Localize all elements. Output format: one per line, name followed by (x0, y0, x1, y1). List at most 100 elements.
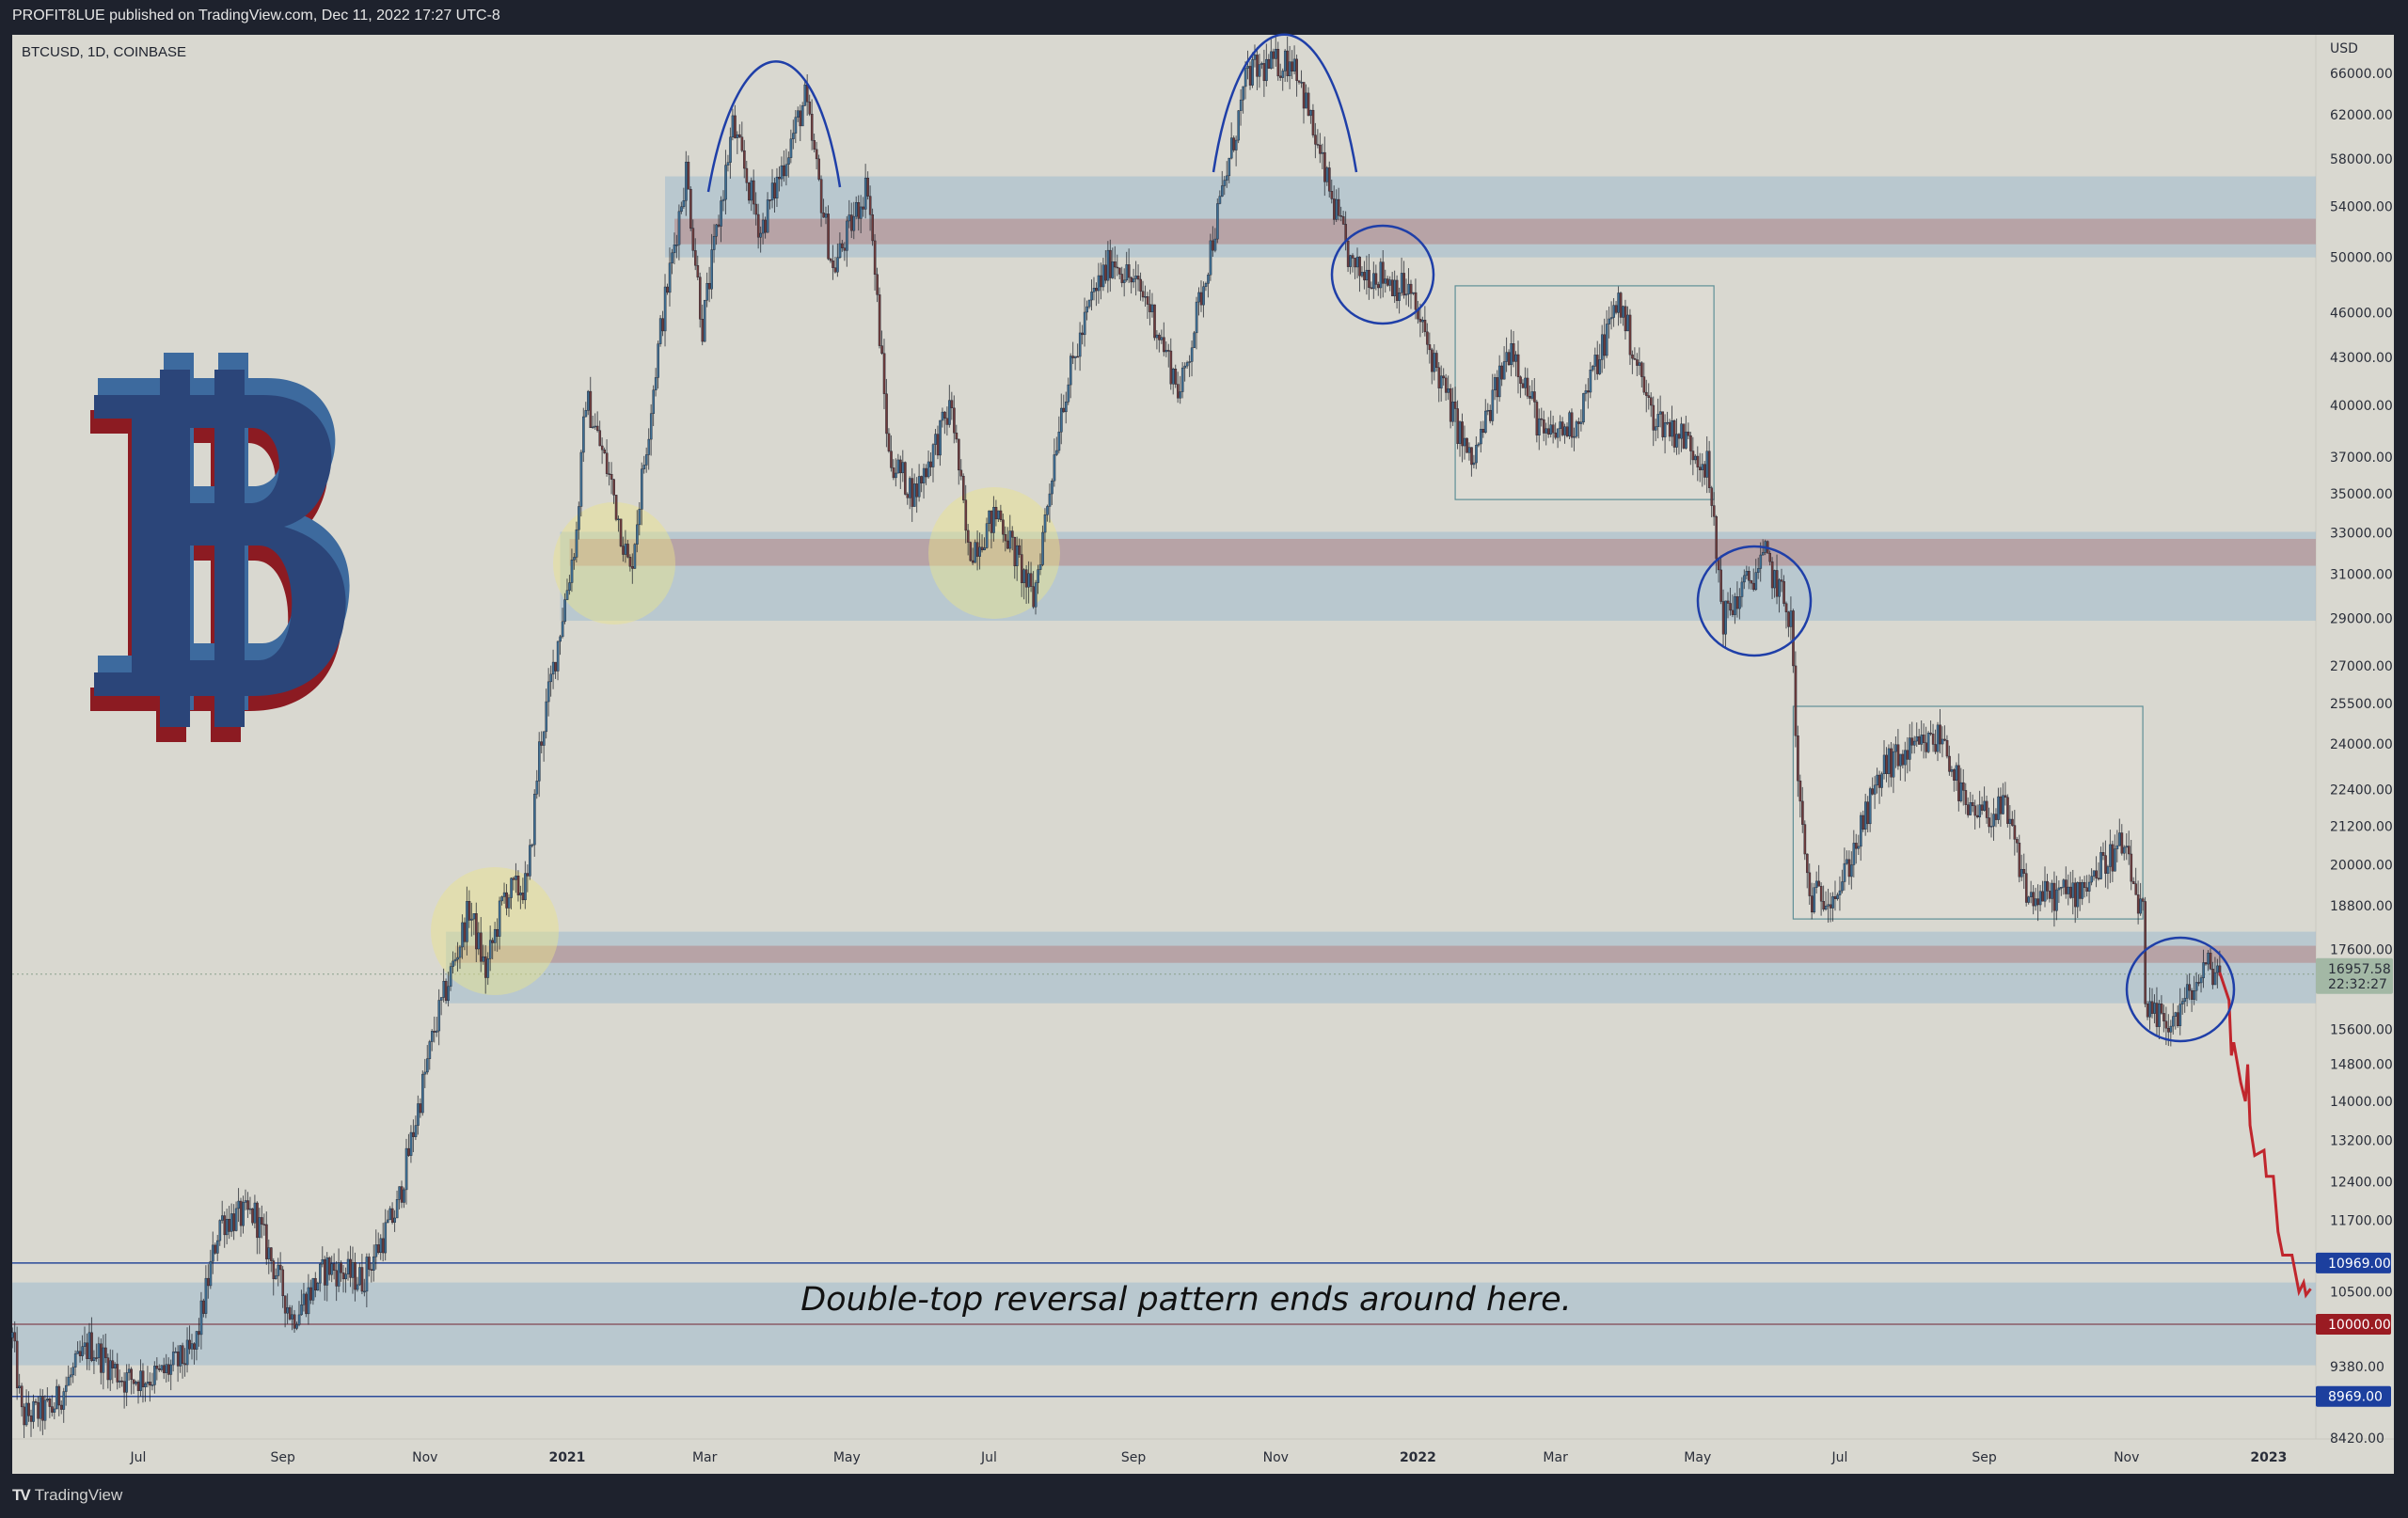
price-axis[interactable]: 66000.00 62000.00 58000.00 54000.00 50000.00… (2330, 67, 2393, 1447)
horizontal-lines (12, 973, 2316, 1398)
candle (120, 1380, 124, 1383)
candle (595, 425, 599, 431)
candle (15, 1340, 19, 1389)
candle (302, 1293, 306, 1305)
candle (2162, 1013, 2165, 1021)
candle (1188, 361, 1191, 363)
candle (1048, 493, 1052, 507)
candle (1909, 737, 1911, 760)
candle (1038, 564, 1042, 570)
candle (2071, 882, 2075, 898)
candle (114, 1364, 117, 1368)
candle (419, 1103, 422, 1114)
candle (1925, 742, 1928, 752)
candle (1472, 462, 1476, 466)
candle (1146, 296, 1149, 305)
candle (1703, 464, 1706, 478)
candle (2199, 977, 2203, 984)
candle (1822, 901, 1825, 910)
candle (939, 419, 942, 456)
footer-brand[interactable]: TradingView (34, 1486, 123, 1504)
candle (1237, 110, 1241, 141)
candle (1650, 397, 1653, 406)
candle (136, 1382, 140, 1391)
candle (309, 1287, 312, 1301)
candle (190, 1343, 194, 1350)
candle (1994, 814, 1998, 820)
candle (641, 468, 643, 510)
candle (2006, 797, 2009, 824)
candle (780, 165, 784, 180)
candle (988, 510, 990, 524)
candle (1116, 266, 1119, 269)
candle (346, 1258, 350, 1274)
candle (199, 1300, 203, 1336)
candle (73, 1353, 77, 1368)
candle (179, 1345, 182, 1367)
candle (71, 1367, 75, 1376)
candle (293, 1314, 296, 1329)
candle (1328, 167, 1331, 192)
candle (1989, 826, 1993, 828)
candle (449, 966, 452, 988)
candle (1705, 451, 1709, 478)
candle (1582, 393, 1585, 423)
candle (1901, 753, 1905, 766)
candle (880, 345, 883, 354)
candle (195, 1331, 198, 1350)
time-tick-label: Mar (1543, 1450, 1568, 1465)
candle (1866, 801, 1870, 825)
candle (1179, 391, 1182, 399)
price-tick-label: 11700.00 (2330, 1213, 2393, 1228)
candle (915, 483, 919, 498)
candle (2131, 880, 2135, 884)
candle (337, 1262, 341, 1287)
bitcoin-logo (90, 353, 350, 742)
candle (496, 928, 499, 937)
candle (1447, 387, 1450, 393)
price-tick-label: 20000.00 (2330, 858, 2393, 873)
candle (969, 542, 973, 561)
candle (239, 1200, 243, 1226)
candle (1421, 320, 1424, 323)
candle (598, 430, 602, 447)
candle (882, 353, 886, 394)
candle (1603, 334, 1607, 356)
price-badge (2316, 1252, 2391, 1273)
candle (720, 200, 722, 227)
candle (1382, 261, 1385, 284)
candle (417, 1103, 420, 1126)
candle (1209, 240, 1212, 276)
candle (435, 1030, 438, 1033)
candle (687, 162, 690, 190)
candle (1743, 575, 1746, 583)
candle (1836, 894, 1839, 899)
candle (1239, 99, 1243, 111)
candle (1505, 352, 1508, 362)
candle (1458, 421, 1462, 444)
candle (1101, 264, 1105, 288)
candle (39, 1396, 42, 1419)
candle (2095, 870, 2098, 878)
top-arc-1 (706, 60, 842, 193)
candle (1754, 572, 1758, 591)
candle (477, 932, 481, 950)
candle (1335, 198, 1339, 220)
candle (1658, 411, 1662, 415)
candle (1798, 780, 1802, 802)
candle (258, 1217, 261, 1239)
candle (1988, 817, 1990, 828)
candle (1496, 377, 1499, 398)
time-axis[interactable]: Jul Sep Nov 2021 Mar May Jul Sep Nov 2022 Mar May Ju… (130, 1450, 2288, 1465)
candle (1365, 269, 1369, 281)
candle (1292, 58, 1296, 71)
candle (1377, 284, 1380, 289)
time-tick-label: Nov (1263, 1450, 1289, 1465)
top-arc-2 (1212, 33, 1358, 173)
candle (2004, 795, 2007, 798)
price-tick-label: 50000.00 (2330, 251, 2393, 266)
candle (297, 1314, 301, 1325)
candle (1404, 293, 1408, 296)
candle (1983, 800, 1986, 811)
